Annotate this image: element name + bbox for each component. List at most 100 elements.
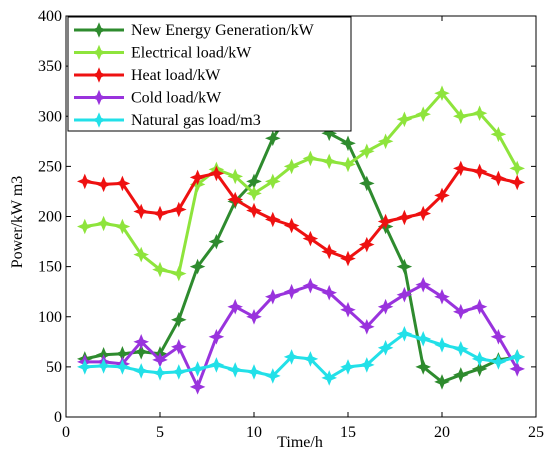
data-point	[133, 246, 150, 263]
data-point	[321, 153, 337, 170]
legend-item: Natural gas load/m3	[74, 112, 261, 129]
data-point	[453, 303, 469, 320]
data-point	[133, 333, 150, 350]
data-point	[302, 277, 319, 294]
data-point	[95, 215, 112, 232]
y-axis-label: Power/kW m3	[9, 176, 26, 269]
data-point	[152, 261, 168, 278]
data-point	[471, 361, 488, 377]
series-3	[76, 160, 526, 267]
data-point	[490, 170, 507, 187]
legend-item: Cold load/kW	[74, 90, 222, 107]
data-point	[377, 133, 394, 150]
series-layer	[76, 85, 526, 395]
y-tick-label: 250	[38, 158, 62, 175]
data-point	[227, 298, 243, 315]
data-point	[170, 364, 187, 380]
data-point	[76, 173, 93, 190]
data-point	[302, 351, 319, 367]
data-point	[415, 106, 431, 122]
data-point	[189, 379, 206, 395]
legend-item: Electrical load/kW	[74, 45, 252, 62]
data-point	[434, 336, 450, 353]
data-point	[77, 218, 93, 235]
data-point	[152, 205, 168, 222]
data-point	[264, 368, 281, 384]
data-point	[509, 174, 526, 191]
data-point	[246, 185, 262, 202]
data-point	[246, 309, 262, 325]
x-tick-label: 25	[528, 424, 544, 441]
data-point	[264, 173, 281, 190]
data-point	[264, 288, 281, 305]
data-point	[340, 250, 356, 267]
data-point	[264, 211, 281, 228]
y-tick-label: 100	[38, 309, 62, 326]
data-point	[321, 243, 338, 260]
data-point	[415, 359, 431, 375]
legend-marker	[91, 89, 107, 106]
x-tick-label: 0	[62, 424, 70, 441]
series-line	[84, 332, 518, 380]
data-point	[377, 298, 394, 315]
data-point	[95, 358, 112, 374]
data-point	[133, 343, 149, 360]
data-point	[152, 352, 168, 368]
data-point	[133, 203, 150, 220]
data-point	[452, 367, 469, 383]
legend-label: New Energy Generation/kW	[131, 22, 315, 39]
data-point	[114, 345, 131, 362]
legend-item: Heat load/kW	[74, 67, 221, 84]
data-point	[208, 165, 225, 182]
x-tick-label: 10	[246, 424, 262, 441]
data-point	[434, 374, 450, 390]
series-line	[84, 283, 519, 389]
data-point	[415, 205, 432, 222]
data-point	[302, 230, 319, 247]
data-point	[359, 319, 375, 335]
data-point	[453, 108, 469, 125]
data-point	[208, 357, 225, 373]
data-point	[509, 160, 525, 177]
legend-item: New Energy Generation/kW	[74, 22, 315, 39]
x-tick-label: 15	[340, 424, 356, 441]
data-point	[434, 187, 450, 204]
x-tick-label: 5	[156, 424, 164, 441]
data-point	[434, 85, 450, 102]
data-point	[321, 284, 338, 301]
data-point	[396, 111, 413, 128]
data-point	[340, 301, 356, 318]
legend-marker	[91, 112, 107, 128]
data-point	[359, 236, 375, 253]
data-point	[396, 209, 413, 226]
data-point	[509, 361, 525, 377]
data-point	[490, 328, 507, 345]
data-point	[434, 288, 450, 305]
data-point	[283, 349, 300, 365]
y-tick-label: 350	[38, 58, 62, 75]
data-point	[95, 176, 112, 193]
y-tick-label: 150	[38, 259, 62, 276]
data-point	[415, 330, 432, 347]
y-tick-label: 300	[38, 108, 62, 125]
data-point	[227, 191, 243, 208]
data-point	[377, 213, 394, 230]
data-point	[114, 359, 131, 375]
data-point	[189, 169, 206, 186]
legend-label: Electrical load/kW	[131, 45, 252, 62]
data-point	[152, 365, 168, 381]
data-point	[246, 202, 262, 219]
data-point	[77, 359, 93, 375]
data-point	[114, 218, 131, 235]
legend: New Energy Generation/kW Electrical load/…	[67, 16, 352, 132]
data-point	[453, 340, 469, 357]
legend-marker	[91, 67, 107, 83]
data-point	[283, 283, 300, 300]
data-point	[358, 175, 375, 192]
data-point	[227, 362, 244, 378]
data-point	[171, 312, 187, 328]
data-point	[133, 363, 150, 379]
data-point	[453, 160, 469, 177]
data-point	[396, 286, 413, 303]
